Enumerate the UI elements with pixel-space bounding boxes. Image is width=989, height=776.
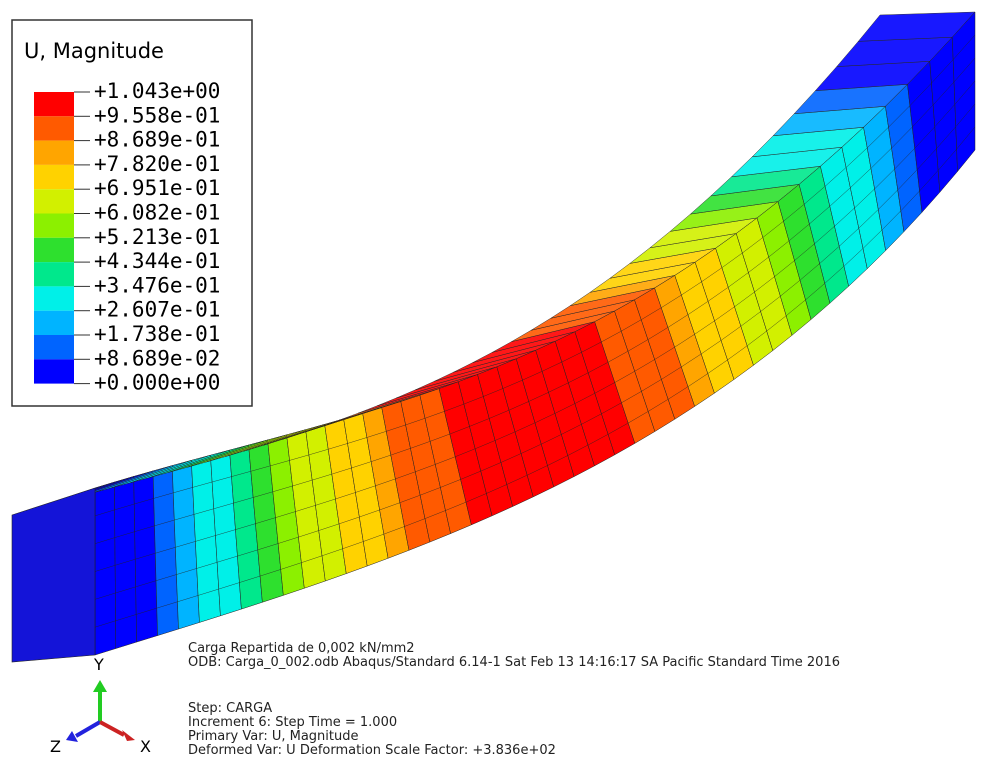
- info: Carga Repartida de 0,002 kN/mm2ODB: Carg…: [188, 641, 840, 758]
- beam-front-face: [114, 476, 136, 648]
- legend: +1.043e+00+9.558e-01+8.689e-01+7.820e-01…: [34, 79, 220, 395]
- z-label: Z: [50, 737, 61, 756]
- legend-label: +6.951e-01: [94, 176, 220, 200]
- x-arrowhead: [122, 730, 135, 741]
- legend-swatch: [34, 116, 74, 140]
- triad: Y Z X: [50, 655, 151, 756]
- legend-label: +1.043e+00: [94, 79, 220, 103]
- info-line: Step: CARGA: [188, 701, 272, 716]
- legend-swatch: [34, 92, 74, 116]
- legend-swatch: [34, 359, 74, 383]
- x-axis-arrow: [100, 722, 124, 735]
- legend-label: +8.689e-01: [94, 128, 220, 152]
- viewport: U, Magnitude +1.043e+00+9.558e-01+8.689e…: [0, 0, 989, 776]
- legend-label: +3.476e-01: [94, 273, 220, 297]
- legend-swatch: [34, 141, 74, 165]
- y-label: Y: [93, 655, 104, 674]
- legend-title: U, Magnitude: [24, 39, 164, 63]
- info-line: Primary Var: U, Magnitude: [188, 729, 359, 744]
- legend-swatch: [34, 165, 74, 189]
- legend-label: +8.689e-02: [94, 346, 220, 370]
- legend-label: +5.213e-01: [94, 225, 220, 249]
- info-line: Carga Repartida de 0,002 kN/mm2: [188, 641, 415, 656]
- z-axis-arrow: [76, 722, 100, 736]
- legend-swatch: [34, 189, 74, 213]
- legend-swatch: [34, 335, 74, 359]
- legend-label: +4.344e-01: [94, 249, 220, 273]
- legend-swatch: [34, 214, 74, 238]
- beam-front-face: [95, 482, 116, 655]
- legend-label: +9.558e-01: [94, 103, 220, 127]
- legend-label: +0.000e+00: [94, 371, 220, 395]
- legend-label: +6.082e-01: [94, 201, 220, 225]
- legend-swatch: [34, 238, 74, 262]
- legend-label: +2.607e-01: [94, 298, 220, 322]
- legend-swatch: [34, 286, 74, 310]
- legend-swatch: [34, 262, 74, 286]
- info-line: Deformed Var: U Deformation Scale Factor…: [188, 743, 556, 758]
- legend-label: +7.820e-01: [94, 152, 220, 176]
- y-arrowhead: [93, 680, 107, 692]
- info-line: Increment 6: Step Time = 1.000: [188, 715, 397, 730]
- legend-swatch: [34, 311, 74, 335]
- info-line: ODB: Carga_0_002.odb Abaqus/Standard 6.1…: [188, 655, 840, 670]
- x-label: X: [140, 737, 151, 756]
- legend-label: +1.738e-01: [94, 322, 220, 346]
- z-arrowhead: [66, 731, 78, 742]
- beam-end-face: [12, 488, 95, 662]
